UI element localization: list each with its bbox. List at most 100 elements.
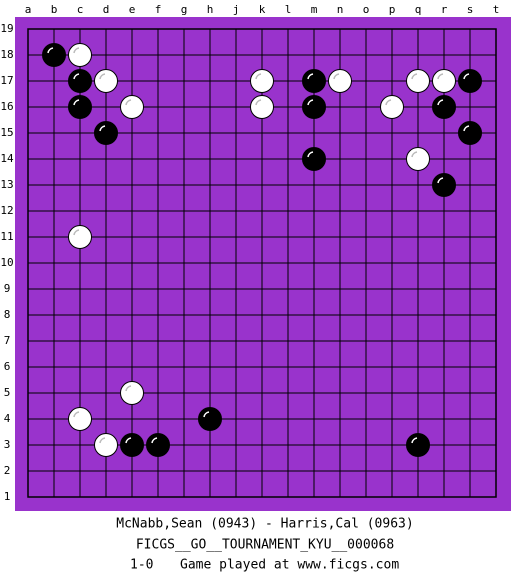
- stone-highlight: [73, 99, 80, 106]
- black-stone: [42, 43, 66, 67]
- black-stone: [94, 121, 118, 145]
- column-label: o: [363, 3, 370, 16]
- column-label: f: [155, 3, 162, 16]
- white-stone: [120, 95, 144, 119]
- white-stone: [380, 95, 404, 119]
- white-stone: [94, 69, 118, 93]
- white-stone: [68, 43, 92, 67]
- black-stone: [68, 95, 92, 119]
- column-label: b: [51, 3, 58, 16]
- stone-highlight: [411, 73, 418, 80]
- row-label: 7: [4, 334, 11, 347]
- black-stone: [302, 147, 326, 171]
- row-label: 11: [0, 230, 13, 243]
- white-stone: [250, 95, 274, 119]
- column-label: a: [25, 3, 32, 16]
- row-label: 18: [0, 48, 13, 61]
- column-label: h: [207, 3, 214, 16]
- row-label: 10: [0, 256, 13, 269]
- stone-highlight: [47, 47, 54, 54]
- row-label: 4: [4, 412, 11, 425]
- stone-highlight: [125, 385, 132, 392]
- row-label: 13: [0, 178, 13, 191]
- stone-highlight: [307, 73, 314, 80]
- white-stone: [94, 433, 118, 457]
- row-label: 8: [4, 308, 11, 321]
- stone-highlight: [99, 437, 106, 444]
- column-label: g: [181, 3, 188, 16]
- black-stone: [432, 95, 456, 119]
- black-stone: [406, 433, 430, 457]
- column-label: t: [493, 3, 500, 16]
- row-label: 2: [4, 464, 11, 477]
- result: 1-0: [130, 558, 153, 573]
- column-label: d: [103, 3, 110, 16]
- white-stone: [120, 381, 144, 405]
- stone-highlight: [255, 99, 262, 106]
- black-stone: [120, 433, 144, 457]
- column-label: q: [415, 3, 422, 16]
- stone-highlight: [99, 73, 106, 80]
- stone-highlight: [411, 151, 418, 158]
- row-label: 1: [4, 490, 11, 503]
- black-stone: [198, 407, 222, 431]
- row-label: 12: [0, 204, 13, 217]
- black-stone: [458, 69, 482, 93]
- stone-highlight: [463, 125, 470, 132]
- coordinates: a b c d e f g h j k l m n o p q r s t191817161514131211109…: [0, 3, 499, 503]
- column-label: c: [77, 3, 84, 16]
- stone-highlight: [73, 411, 80, 418]
- black-stone: [432, 173, 456, 197]
- column-label: p: [389, 3, 396, 16]
- site: Game played at www.ficgs.com: [180, 558, 399, 573]
- stone-highlight: [463, 73, 470, 80]
- column-label: l: [285, 3, 292, 16]
- row-label: 5: [4, 386, 11, 399]
- column-label: m: [311, 3, 318, 16]
- stone-highlight: [151, 437, 158, 444]
- column-label: s: [467, 3, 474, 16]
- stone-highlight: [255, 73, 262, 80]
- stone-highlight: [437, 177, 444, 184]
- stone-highlight: [73, 47, 80, 54]
- column-label: r: [441, 3, 448, 16]
- black-stone: [458, 121, 482, 145]
- white-stone: [328, 69, 352, 93]
- stone-highlight: [203, 411, 210, 418]
- players: McNabb,Sean (0943) - Harris,Cal (0963): [116, 517, 413, 532]
- stone-highlight: [411, 437, 418, 444]
- row-label: 16: [0, 100, 13, 113]
- black-stone: [68, 69, 92, 93]
- white-stone: [406, 147, 430, 171]
- column-label: n: [337, 3, 344, 16]
- stone-highlight: [437, 99, 444, 106]
- stones: [42, 43, 482, 457]
- stone-highlight: [385, 99, 392, 106]
- column-label: k: [259, 3, 266, 16]
- row-label: 14: [0, 152, 14, 165]
- stone-highlight: [307, 99, 314, 106]
- column-label: e: [129, 3, 136, 16]
- black-stone: [302, 95, 326, 119]
- stone-highlight: [437, 73, 444, 80]
- column-label: j: [233, 3, 240, 16]
- stone-highlight: [73, 229, 80, 236]
- stone-highlight: [125, 99, 132, 106]
- white-stone: [432, 69, 456, 93]
- stone-highlight: [99, 125, 106, 132]
- white-stone: [406, 69, 430, 93]
- white-stone: [68, 407, 92, 431]
- row-label: 9: [4, 282, 11, 295]
- tournament: FICGS__GO__TOURNAMENT_KYU__000068: [136, 538, 394, 553]
- black-stone: [302, 69, 326, 93]
- white-stone: [68, 225, 92, 249]
- row-label: 3: [4, 438, 11, 451]
- row-label: 17: [0, 74, 13, 87]
- row-label: 6: [4, 360, 11, 373]
- row-label: 19: [0, 22, 13, 35]
- stone-highlight: [333, 73, 340, 80]
- white-stone: [250, 69, 274, 93]
- stone-highlight: [125, 437, 132, 444]
